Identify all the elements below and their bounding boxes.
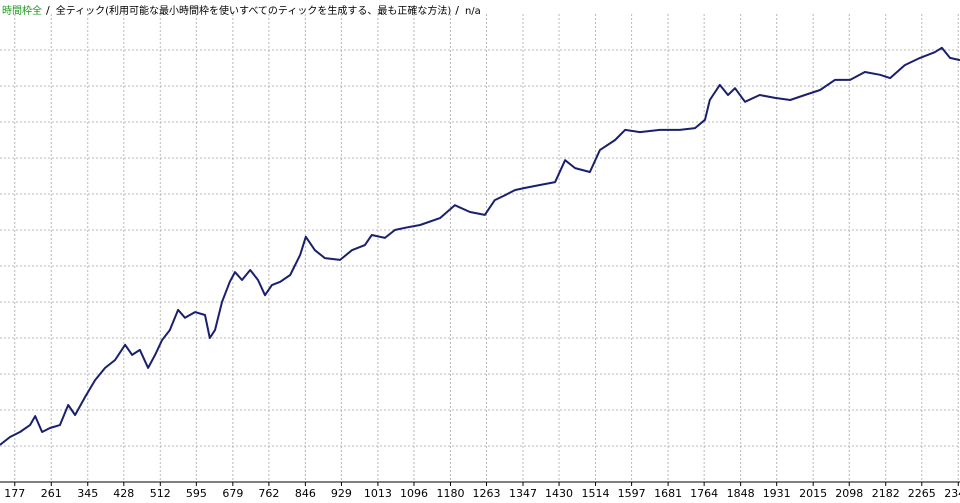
x-tick-label: 1263 [473, 487, 501, 500]
x-tick-label: 2182 [872, 487, 900, 500]
x-tick-label: 1430 [545, 487, 573, 500]
x-tick-label: 1681 [654, 487, 682, 500]
x-tick-label: 2349 [944, 487, 960, 500]
x-tick-label: 177 [4, 487, 25, 500]
x-tick-label: 595 [186, 487, 207, 500]
x-tick-label: 679 [222, 487, 243, 500]
x-tick-label: 261 [41, 487, 62, 500]
equity-line [0, 46, 960, 446]
x-tick-label: 2015 [799, 487, 827, 500]
x-tick-label: 1180 [436, 487, 464, 500]
x-tick-label: 1848 [727, 487, 755, 500]
x-tick-label: 428 [113, 487, 134, 500]
x-tick-label: 1764 [690, 487, 718, 500]
x-tick-label: 512 [150, 487, 171, 500]
header-item: n/a [465, 6, 481, 17]
x-tick-label: 1931 [763, 487, 791, 500]
x-tick-label: 1514 [582, 487, 610, 500]
header-item: 全ティック(利用可能な最小時間枠を使いすべてのティックを生成する、最も正確な方法… [56, 4, 452, 17]
x-tick-label: 1347 [509, 487, 537, 500]
x-tick-label: 929 [331, 487, 352, 500]
header-separator: / [46, 4, 50, 17]
header-separator: / [455, 4, 459, 17]
header-item: 時間枠全 [2, 4, 42, 17]
x-tick-label: 1096 [400, 487, 428, 500]
x-tick-label: 846 [295, 487, 316, 500]
x-tick-label: 1013 [364, 487, 392, 500]
x-tick-label: 345 [77, 487, 98, 500]
x-tick-label: 2265 [908, 487, 936, 500]
x-tick-label: 762 [258, 487, 279, 500]
x-tick-label: 2098 [835, 487, 863, 500]
x-tick-label: 1597 [618, 487, 646, 500]
